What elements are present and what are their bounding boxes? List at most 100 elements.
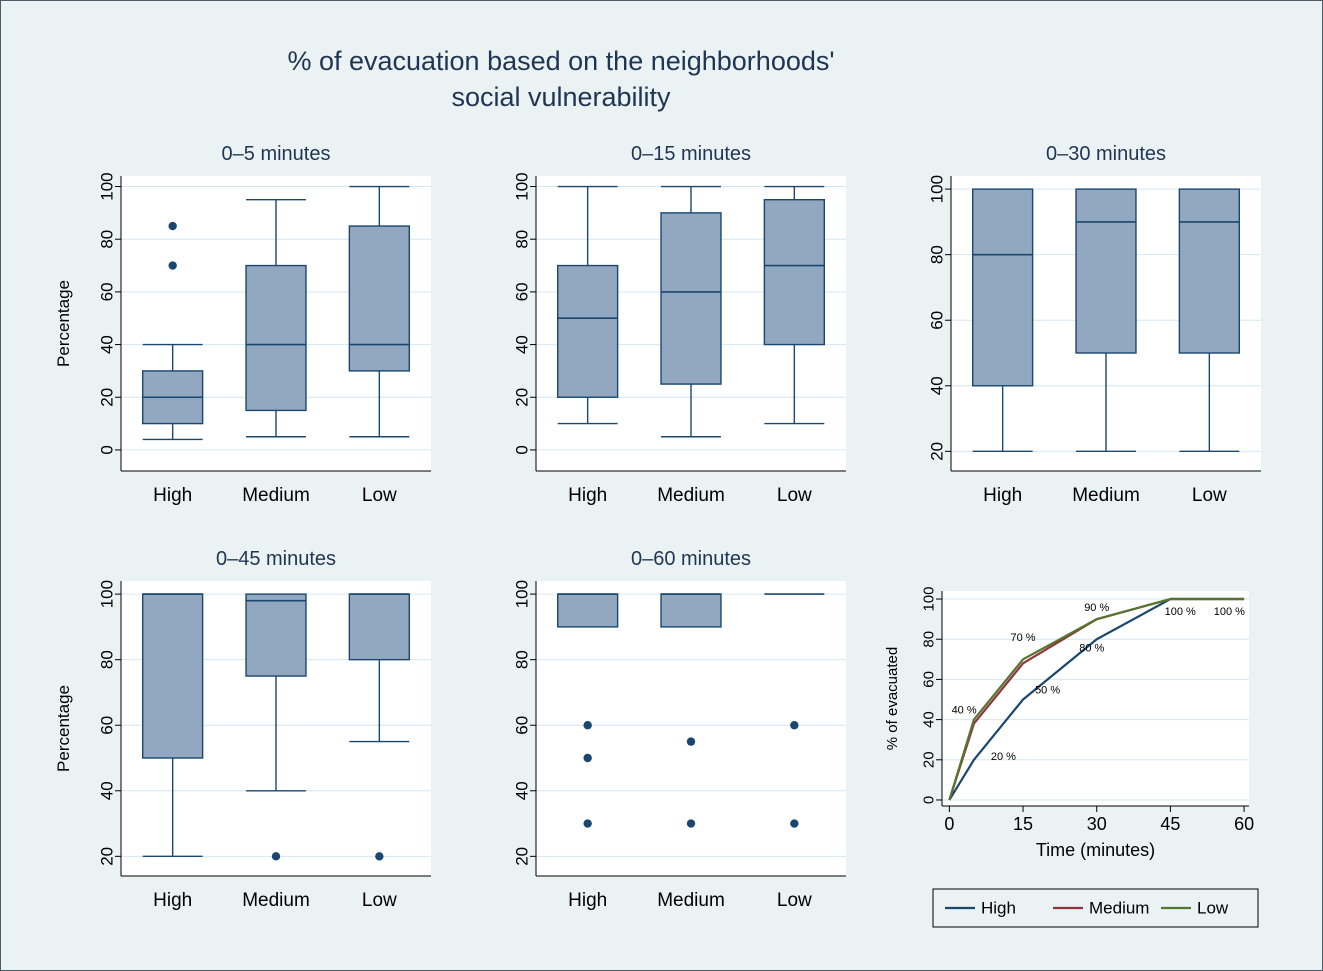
- y-axis-title: % of evacuated: [884, 647, 901, 750]
- legend-label-high: High: [981, 899, 1016, 918]
- data-label: 70 %: [1011, 632, 1036, 644]
- y-axis-title: Percentage: [54, 280, 73, 367]
- box: [763, 199, 826, 346]
- y-tick-label: 40: [921, 711, 938, 728]
- box: [556, 264, 619, 398]
- plot-area: [942, 591, 1249, 806]
- y-tick-label: 20: [513, 847, 532, 866]
- legend-label-low: Low: [1197, 899, 1229, 918]
- box: [556, 593, 619, 628]
- box: [348, 225, 411, 372]
- category-label: Medium: [657, 485, 725, 506]
- y-tick-label: 100: [98, 580, 117, 608]
- data-label: 80 %: [1079, 642, 1104, 654]
- category-label: Medium: [657, 890, 725, 911]
- y-tick-label: 20: [98, 847, 117, 866]
- panel-title: 0–15 minutes: [631, 143, 751, 165]
- box: [660, 593, 722, 628]
- y-tick-label: 80: [928, 245, 947, 264]
- y-tick-label: 60: [921, 671, 938, 688]
- y-tick-label: 100: [921, 587, 938, 612]
- box: [245, 264, 307, 412]
- category-label: High: [568, 485, 607, 506]
- y-tick-label: 80: [921, 631, 938, 648]
- box: [660, 212, 722, 385]
- y-tick-label: 40: [98, 781, 117, 800]
- y-tick-label: 60: [513, 716, 532, 735]
- boxplot-panel-0-15-minutes: 0 20 40 60 80 100 0–15 minutes High Medium Low: [513, 143, 846, 506]
- box: [348, 593, 411, 661]
- y-tick-label: 20: [921, 751, 938, 768]
- panel-title: 0–5 minutes: [222, 143, 331, 165]
- y-axis-title: Percentage: [54, 685, 73, 772]
- boxplot-panel-0-45-minutes: 20 40 60 80 100 0–45 minutes Percentage High Med…: [54, 548, 431, 911]
- category-label: Medium: [1072, 485, 1140, 506]
- data-label: 100 %: [1165, 606, 1196, 618]
- y-tick-label: 100: [513, 172, 532, 200]
- outlier-point: [375, 852, 384, 861]
- y-tick-label: 20: [98, 388, 117, 407]
- outlier-point: [686, 819, 696, 828]
- y-tick-label: 80: [513, 230, 532, 249]
- outlier-point: [686, 737, 696, 746]
- x-tick-label: 15: [1013, 814, 1033, 834]
- x-axis-title: Time (minutes): [1036, 840, 1155, 860]
- x-tick-label: 30: [1087, 814, 1107, 834]
- category-label: Medium: [242, 890, 310, 911]
- y-tick-label: 80: [98, 650, 117, 669]
- chart-title-line1: % of evacuation based on the neighborhoo…: [287, 46, 835, 76]
- y-tick-label: 60: [98, 716, 117, 735]
- box: [245, 593, 307, 677]
- y-tick-label: 80: [513, 650, 532, 669]
- category-label: High: [568, 890, 607, 911]
- outlier-point: [168, 261, 177, 270]
- box: [971, 188, 1034, 387]
- category-label: High: [983, 485, 1022, 506]
- outlier-point: [271, 852, 281, 861]
- data-label: 20 %: [991, 751, 1016, 763]
- y-tick-label: 0: [921, 796, 938, 804]
- line-chart-panel-evacuation-over-time: 0 20 40 60 80 100 0 15 30 45 60 Time (minutes) % of …: [884, 587, 1259, 928]
- boxplot-panel-0-60-minutes: 20 40 60 80 100 0–60 minutes High Medium Low: [513, 548, 846, 911]
- series-line-low: [948, 597, 1245, 801]
- y-tick-label: 100: [98, 172, 117, 200]
- outlier-point: [583, 721, 592, 730]
- y-tick-label: 40: [513, 335, 532, 354]
- y-tick-label: 40: [98, 335, 117, 354]
- outlier-point: [583, 753, 592, 763]
- x-tick-label: 45: [1160, 814, 1180, 834]
- outlier-point: [583, 819, 592, 828]
- y-tick-label: 60: [98, 282, 117, 301]
- box: [141, 593, 204, 759]
- y-tick-label: 80: [98, 230, 117, 249]
- y-tick-label: 20: [928, 442, 947, 461]
- x-tick-label: 60: [1234, 814, 1254, 834]
- y-tick-label: 40: [928, 376, 947, 395]
- legend-box: [932, 888, 1259, 928]
- boxplot-panel-0-30-minutes: 20 40 60 80 100 0–30 minutes High Medium Low: [928, 143, 1261, 506]
- y-tick-label: 20: [513, 388, 532, 407]
- category-label: Low: [777, 485, 812, 506]
- data-label: 100 %: [1214, 606, 1245, 618]
- y-tick-label: 40: [513, 781, 532, 800]
- category-label: High: [153, 890, 192, 911]
- boxplot-panel-0-5-minutes: 0 20 40 60 80 100 0–5 minutes Percentage High Med…: [54, 143, 431, 506]
- y-tick-label: 0: [513, 445, 532, 454]
- category-label: Low: [777, 890, 812, 911]
- y-tick-label: 100: [513, 580, 532, 608]
- category-label: Low: [362, 485, 397, 506]
- data-label: 90 %: [1084, 602, 1109, 614]
- legend-label-medium: Medium: [1089, 899, 1149, 918]
- outlier-point: [790, 819, 799, 828]
- outlier-point: [168, 221, 177, 231]
- chart-title-line2: social vulnerability: [451, 82, 671, 113]
- category-label: Low: [362, 890, 397, 911]
- panel-title: 0–60 minutes: [631, 548, 751, 570]
- panel-title: 0–45 minutes: [216, 548, 336, 570]
- category-label: High: [153, 485, 192, 506]
- chart-title: % of evacuation based on the neighborhoo…: [1, 43, 1121, 116]
- category-label: Medium: [242, 485, 310, 506]
- box: [1075, 188, 1137, 354]
- outlier-point: [790, 721, 799, 730]
